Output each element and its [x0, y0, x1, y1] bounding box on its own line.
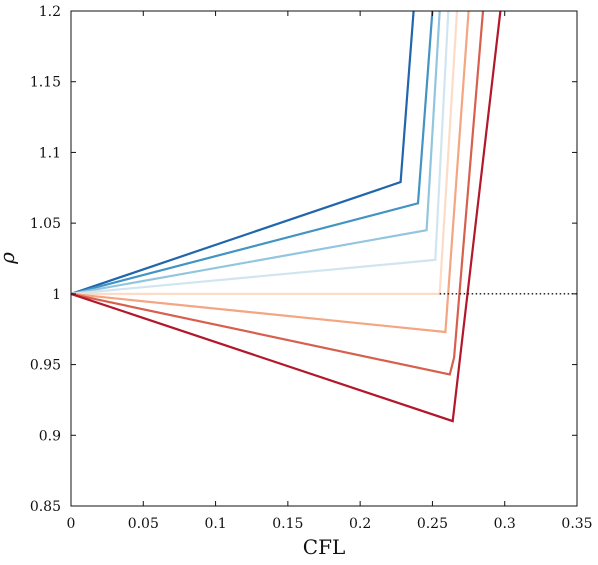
y-tick-label: 0.85	[30, 499, 61, 515]
y-tick-label: 1.15	[30, 75, 61, 91]
y-tick-label: 1.2	[39, 4, 61, 20]
plot-frame	[70, 10, 578, 507]
x-tick-label: 0.05	[128, 516, 159, 532]
x-tick-label: 0.2	[349, 516, 371, 532]
y-tick-label: 0.9	[39, 428, 61, 444]
y-tick-label: 0.95	[30, 358, 61, 374]
x-tick-label: 0.35	[561, 516, 592, 532]
series-line-5	[71, 10, 459, 295]
x-axis: 0 0.05 0.1 0.15 0.2 0.25 0.3 0.35	[67, 11, 593, 532]
x-tick-label: 0.3	[494, 516, 516, 532]
y-tick-label: 1.1	[39, 145, 61, 161]
series-line-1	[70, 10, 415, 295]
y-axis: 0.85 0.9 0.95 1 1.05 1.1 1.15 1.2	[30, 4, 577, 515]
y-tick-label: 1	[52, 287, 61, 303]
x-tick-label: 0.15	[272, 516, 303, 532]
series-line-3	[70, 10, 441, 295]
series-line-4	[70, 10, 450, 295]
y-tick-label: 1.05	[30, 216, 61, 232]
series-line-8	[70, 10, 502, 423]
x-tick-label: 0.25	[417, 516, 448, 532]
series-line-2	[70, 10, 434, 295]
series-line-6	[70, 10, 470, 334]
x-axis-label: CFL	[303, 535, 345, 559]
series-group	[70, 10, 502, 423]
series-line-7	[70, 10, 485, 376]
y-axis-label: ρ	[0, 252, 19, 265]
x-tick-label: 0	[67, 516, 76, 532]
x-tick-label: 0.1	[204, 516, 226, 532]
